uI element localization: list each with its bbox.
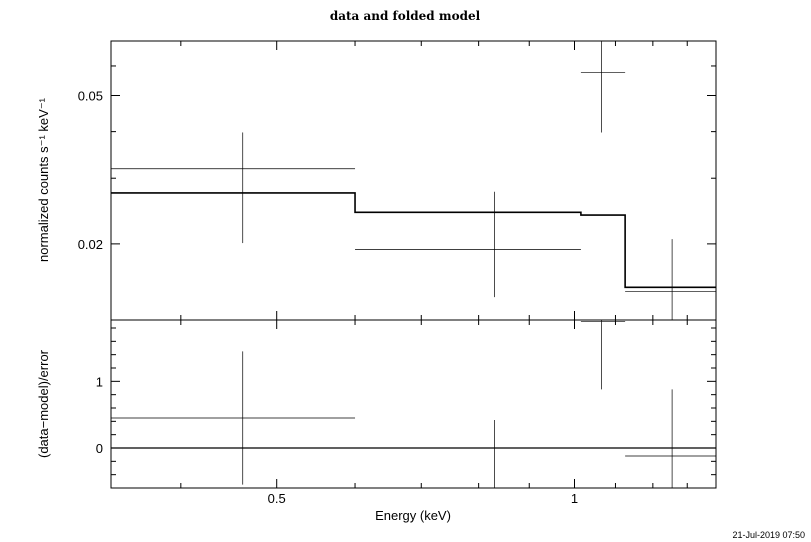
y-tick-label: 1 [96, 374, 103, 389]
y-tick-label: 0.05 [78, 88, 103, 103]
chart-title: data and folded model [330, 9, 481, 23]
x-tick-labels: 0.5 1 [268, 491, 578, 506]
bottom-panel: 01 0.5 1 (data−model)/error Energy (keV) [36, 319, 717, 523]
timestamp: 21-Jul-2019 07:50 [732, 530, 805, 540]
residual-point [580, 320, 626, 390]
y-tick-label: 0.02 [78, 237, 103, 252]
bottom-y-tick-labels: 01 [96, 374, 103, 456]
top-ticks [111, 40, 716, 320]
top-data-series [111, 41, 716, 320]
top-panel: 0.02 0.05 normalized counts s⁻¹ keV⁻¹ [36, 40, 717, 321]
top-y-tick-labels: 0.02 0.05 [78, 88, 103, 251]
x-axis-label: Energy (keV) [375, 508, 451, 523]
data-point [111, 132, 356, 244]
residual-point [111, 351, 356, 485]
data-point [580, 41, 626, 133]
bottom-y-axis-label: (data−model)/error [36, 349, 51, 458]
bottom-ticks [111, 320, 716, 488]
model-step-line [111, 192, 716, 289]
residual-series [111, 320, 716, 489]
top-y-axis-label: normalized counts s⁻¹ keV⁻¹ [36, 97, 51, 262]
residual-point [625, 389, 716, 488]
data-point [625, 239, 716, 320]
y-tick-label: 0 [96, 441, 103, 456]
x-tick-label: 0.5 [268, 491, 286, 506]
residual-point [355, 420, 581, 489]
bottom-plot-frame [110, 319, 717, 489]
x-tick-label: 1 [571, 491, 578, 506]
top-model-series [111, 192, 716, 289]
data-point [355, 191, 581, 298]
